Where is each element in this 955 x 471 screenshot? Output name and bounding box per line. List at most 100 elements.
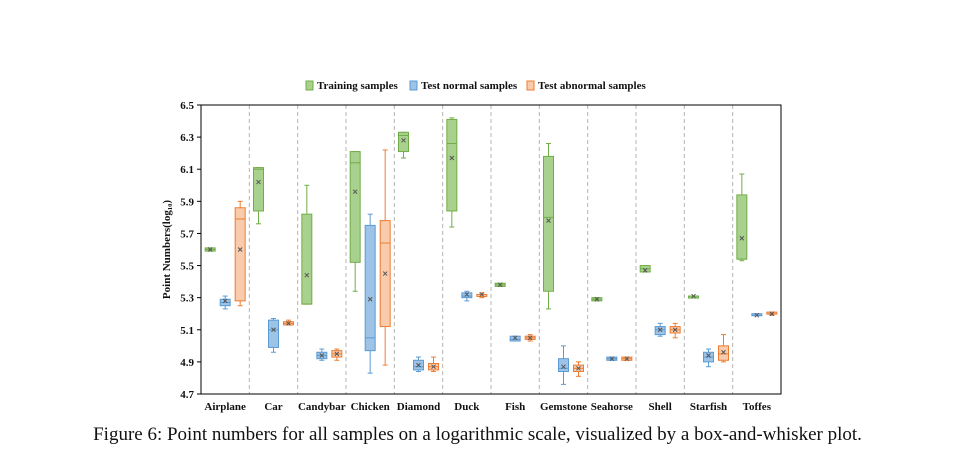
box-plot <box>606 356 618 362</box>
mean-marker <box>642 268 648 273</box>
box-plot <box>234 200 246 307</box>
mean-marker <box>401 137 406 143</box>
box-plot <box>476 292 488 299</box>
mean-marker <box>594 296 600 302</box>
legend-entry: Training samples <box>317 80 399 92</box>
mean-marker <box>561 364 566 370</box>
mean-marker <box>479 292 485 297</box>
box <box>543 155 554 292</box>
y-tick-label: 4.9 <box>180 357 194 369</box>
box-plot-chart: Training samples Test normal samples Test … <box>161 80 782 413</box>
mean-marker <box>464 292 470 297</box>
legend-swatch <box>409 80 418 91</box>
mean-marker <box>304 272 310 278</box>
box-plot <box>509 335 521 342</box>
mean-marker <box>367 296 373 302</box>
box-plot <box>268 318 279 353</box>
mean-marker <box>721 349 726 355</box>
x-tick-label: Airplane <box>204 401 246 413</box>
mean-marker <box>691 293 696 299</box>
axes: 4.7 4.9 5.1 5.3 5.5 5.7 5.9 6.1 6.3 6.5 Point Numb… <box>161 100 782 413</box>
box-plot <box>364 213 376 374</box>
mean-marker <box>527 335 533 341</box>
mean-marker <box>449 155 455 161</box>
box-plot <box>736 173 748 262</box>
x-tick-label: Shell <box>649 401 672 413</box>
box-plot <box>219 295 231 310</box>
y-tick-label: 5.1 <box>180 325 194 337</box>
mean-marker <box>754 312 760 318</box>
box-plot <box>524 334 536 342</box>
box-plot <box>349 151 361 292</box>
box-plot <box>688 293 699 299</box>
legend-swatch <box>305 80 314 91</box>
mean-marker <box>334 351 340 357</box>
y-tick-label: 6.3 <box>180 132 194 144</box>
box <box>268 319 279 348</box>
box-plot <box>639 265 651 273</box>
mean-marker <box>739 235 745 241</box>
mean-marker <box>256 179 261 185</box>
box-plot <box>428 356 439 373</box>
box <box>446 118 458 212</box>
figure-caption: Figure 6: Point numbers for all samples … <box>93 424 862 445</box>
box-plot <box>283 319 294 326</box>
box-plot <box>301 184 313 305</box>
box <box>364 224 376 352</box>
box-plot <box>751 312 763 318</box>
box <box>558 358 569 373</box>
x-tick-label: Gemstone <box>540 401 587 413</box>
mean-marker <box>271 327 276 333</box>
x-tick-label: Candybar <box>298 401 346 413</box>
mean-marker <box>497 282 503 288</box>
mean-marker <box>609 356 615 362</box>
mean-marker <box>237 247 243 252</box>
x-tick-label: Fish <box>505 401 525 413</box>
x-tick-label: Duck <box>454 401 480 413</box>
box <box>654 326 666 336</box>
x-tick-label: Starfish <box>690 401 727 413</box>
box-plot <box>669 322 681 339</box>
legend-swatch <box>526 80 535 91</box>
mean-marker <box>512 335 518 341</box>
y-tick-label: 6.5 <box>180 100 194 112</box>
box-plot <box>461 290 473 302</box>
legend-entry: Test normal samples <box>421 80 518 92</box>
x-tick-label: Seahorse <box>591 401 633 413</box>
box-plot <box>766 311 778 317</box>
y-tick-label: 5.9 <box>180 196 194 208</box>
mean-marker <box>576 365 581 371</box>
y-axis-label: Point Numbers(log₁₀) <box>161 200 173 300</box>
box-plot <box>253 167 264 225</box>
legend-entry: Test abnormal samples <box>538 80 646 92</box>
x-tick-label: Chicken <box>351 401 390 413</box>
box-plot <box>573 361 584 377</box>
y-tick-label: 5.5 <box>180 261 194 273</box>
mean-marker <box>672 327 678 333</box>
x-tick-label: Toffes <box>743 401 772 413</box>
y-tick-label: 6.1 <box>180 164 194 176</box>
box-plot <box>494 282 506 288</box>
box-plots <box>204 117 778 385</box>
x-tick-label: Diamond <box>397 401 440 413</box>
y-tick-label: 5.3 <box>180 293 194 305</box>
box-plot <box>591 296 603 302</box>
mean-marker <box>431 364 436 370</box>
box-plot <box>316 348 328 361</box>
mean-marker <box>657 327 663 333</box>
box-plot <box>398 131 409 159</box>
mean-marker <box>382 271 388 276</box>
box <box>349 151 361 263</box>
box <box>301 213 313 305</box>
mean-marker <box>352 189 358 195</box>
mean-marker <box>222 298 228 304</box>
box <box>509 335 521 342</box>
box <box>253 167 264 212</box>
box <box>234 207 246 302</box>
box-plot <box>379 149 391 366</box>
plot-frame <box>200 104 782 395</box>
y-tick-label: 5.7 <box>180 228 194 240</box>
box <box>736 194 748 260</box>
box-plot <box>654 322 666 337</box>
mean-marker <box>769 311 775 317</box>
